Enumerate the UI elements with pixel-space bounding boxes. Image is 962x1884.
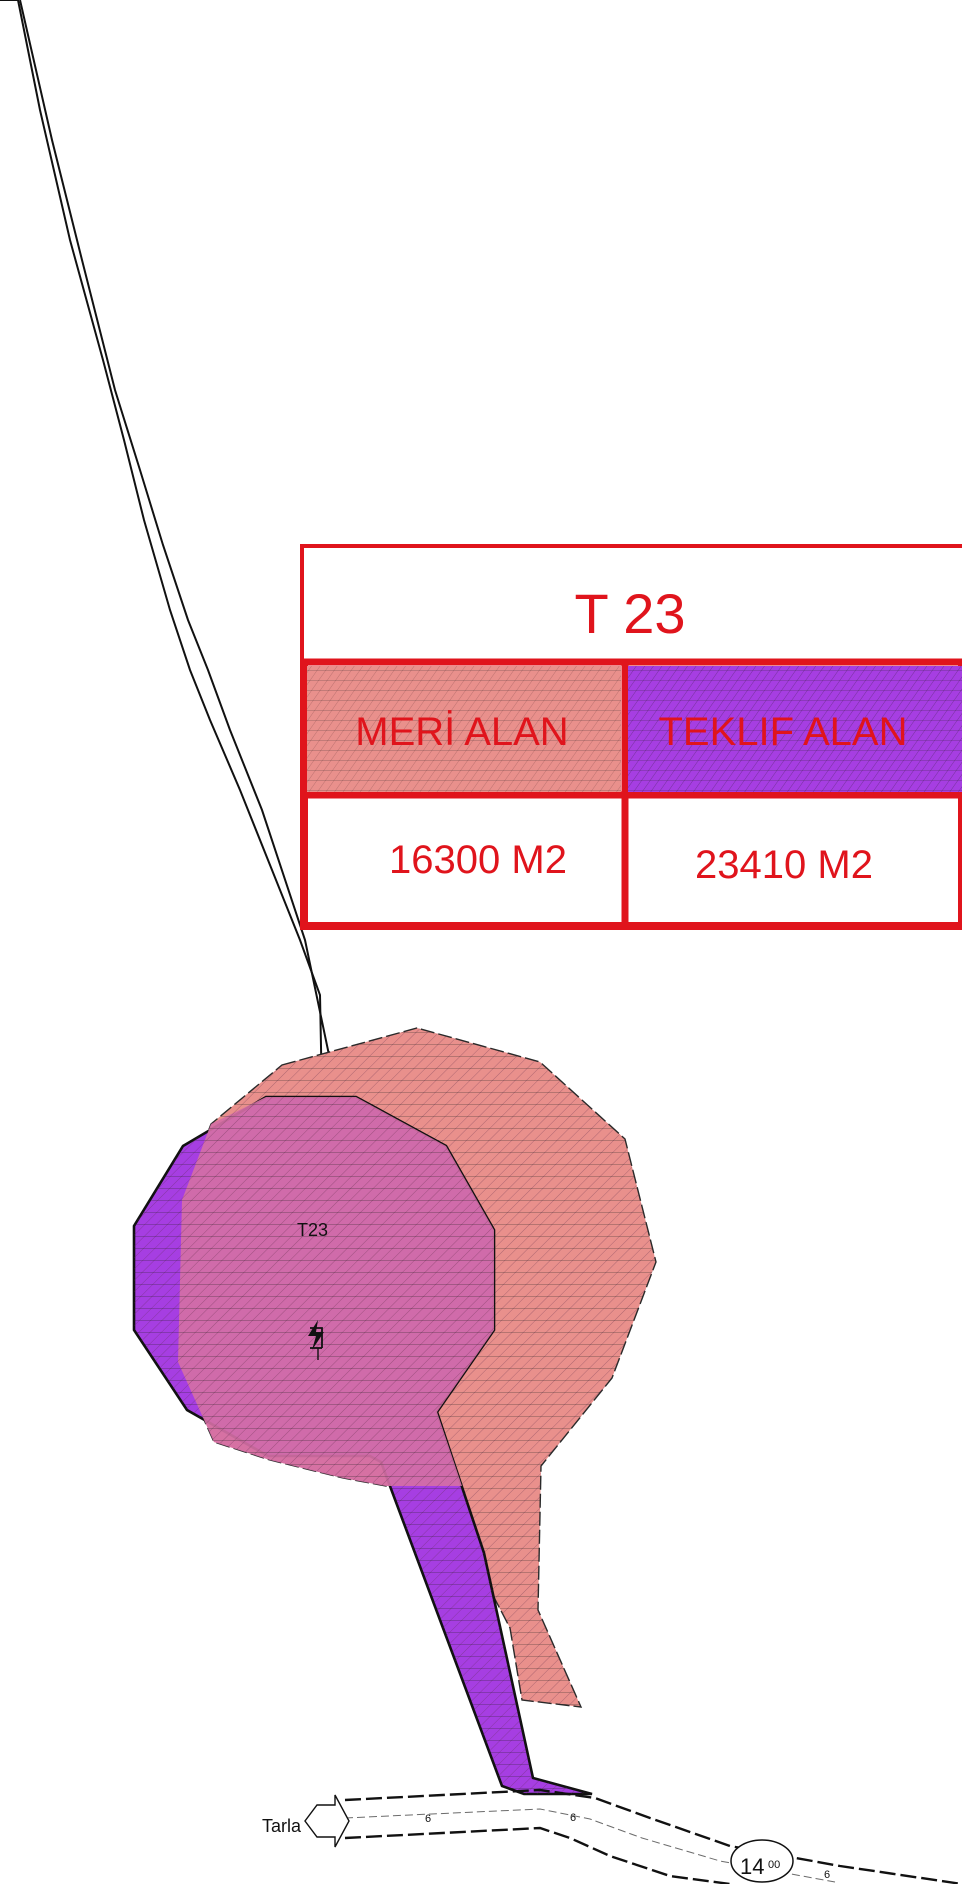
road-destination-label: Tarla [262,1816,302,1836]
proposed-area-label: TEKLIF ALAN [659,710,908,754]
existing-area-value: 16300 M2 [389,838,567,882]
existing-area-label: MERİ ALAN [355,709,568,754]
corridor-right-edge [19,0,339,1099]
legend-table: T 23 MERİ ALAN TEKLIF ALAN 16300 M2 2341… [300,544,962,930]
power-line-corridor [0,0,339,1099]
road-edge-lower [344,1826,731,1884]
road-width-label-3: 6 [824,1869,830,1881]
road-width-badge-major: 14 [740,1854,764,1879]
road-width-label-2: 6 [570,1812,576,1824]
legend-title-cell [304,548,962,662]
transformer-symbol-icon [308,1320,324,1360]
road-width-badge: 14 00 [730,1839,794,1883]
corridor-left-edge [0,0,323,1099]
proposed-area-value: 23410 M2 [695,843,873,887]
road-width-label-1: 6 [425,1813,431,1825]
road-direction-marker: Tarla [262,1794,350,1848]
road-edge-upper [344,1788,962,1884]
left-arrow-icon [304,1794,350,1848]
parcel-label: T23 [297,1220,328,1240]
legend-title: T 23 [574,582,685,645]
road-width-badge-minor: 00 [768,1859,780,1871]
